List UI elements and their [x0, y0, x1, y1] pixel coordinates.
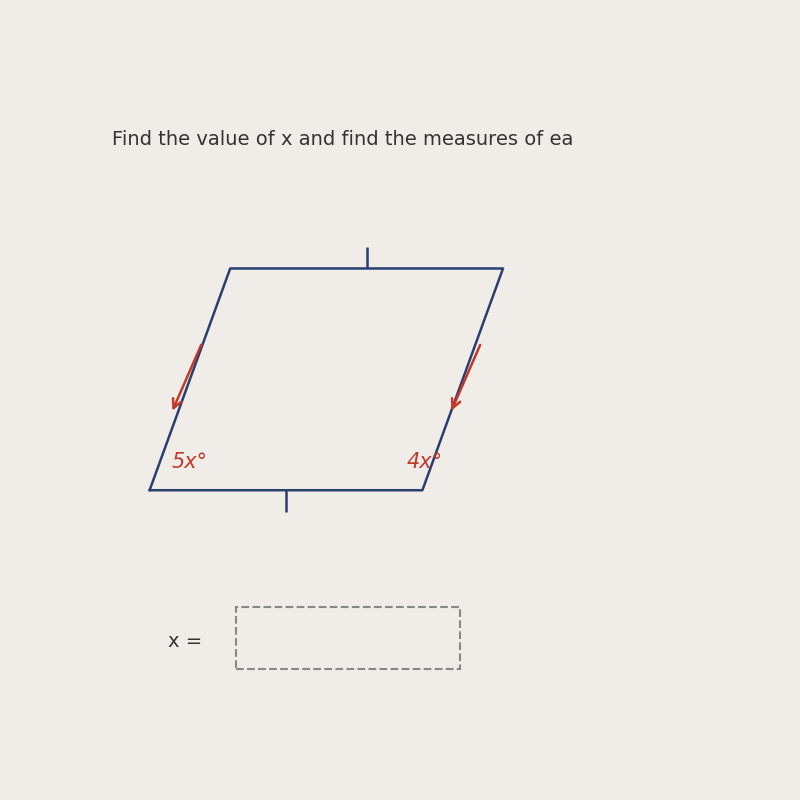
Text: 4x°: 4x°: [407, 452, 443, 472]
Text: x =: x =: [168, 632, 202, 650]
Text: Find the value of x and find the measures of ea: Find the value of x and find the measure…: [112, 130, 574, 149]
Text: 5x°: 5x°: [171, 452, 207, 472]
Bar: [237, 607, 459, 669]
